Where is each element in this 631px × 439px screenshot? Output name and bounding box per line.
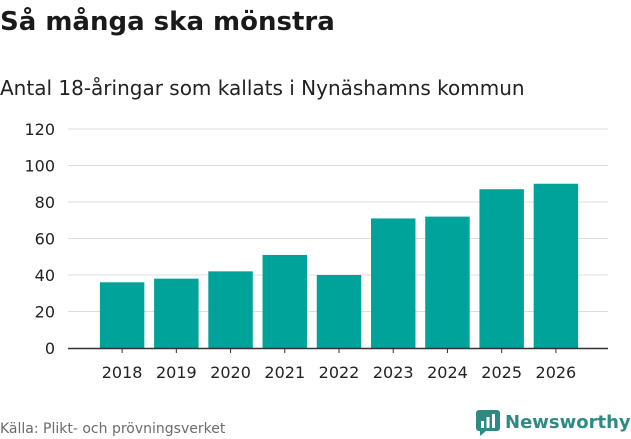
y-tick-label: 40 <box>35 266 55 285</box>
x-tick-label: 2022 <box>319 363 360 382</box>
x-tick-label: 2020 <box>210 363 251 382</box>
x-tick-label: 2021 <box>264 363 305 382</box>
y-tick-label: 60 <box>35 230 55 249</box>
y-tick-label: 100 <box>24 157 55 176</box>
bar-2023 <box>370 218 416 348</box>
x-tick-label: 2024 <box>427 363 468 382</box>
bar-2026 <box>533 183 579 348</box>
source-note: Källa: Plikt- och prövningsverket <box>0 421 226 437</box>
chart-bubble-icon <box>476 410 500 436</box>
x-axis-ticks: 2018 2019 2020 2021 2022 2023 2024 2025 2026 <box>102 348 576 382</box>
bar-chart: 0 20 40 60 80 100 120 2018 2019 2020 2021 2022 2023… <box>24 120 608 382</box>
x-tick-label: 2026 <box>536 363 577 382</box>
chart-subtitle: Antal 18-åringar som kallats i Nynäshamn… <box>0 76 525 100</box>
y-axis-ticks: 0 20 40 60 80 100 120 <box>24 120 55 358</box>
bar-2024 <box>425 216 470 348</box>
y-tick-label: 80 <box>35 193 55 212</box>
bar-2025 <box>479 189 524 348</box>
x-tick-label: 2019 <box>156 363 197 382</box>
y-tick-label: 20 <box>35 303 55 322</box>
bar-2022 <box>316 275 362 348</box>
brand-name: Newsworthy <box>505 412 631 433</box>
x-tick-label: 2025 <box>481 363 522 382</box>
bars <box>99 183 579 348</box>
bar-2020 <box>208 271 253 348</box>
bar-2021 <box>262 254 308 348</box>
newsworthy-logo: Newsworthy <box>476 408 631 438</box>
bar-2019 <box>154 278 199 348</box>
y-tick-label: 120 <box>24 120 55 139</box>
x-tick-label: 2023 <box>373 363 414 382</box>
y-tick-label: 0 <box>45 339 55 358</box>
bar-2018 <box>99 282 145 348</box>
x-tick-label: 2018 <box>102 363 143 382</box>
chart-title: Så många ska mönstra <box>0 7 335 37</box>
